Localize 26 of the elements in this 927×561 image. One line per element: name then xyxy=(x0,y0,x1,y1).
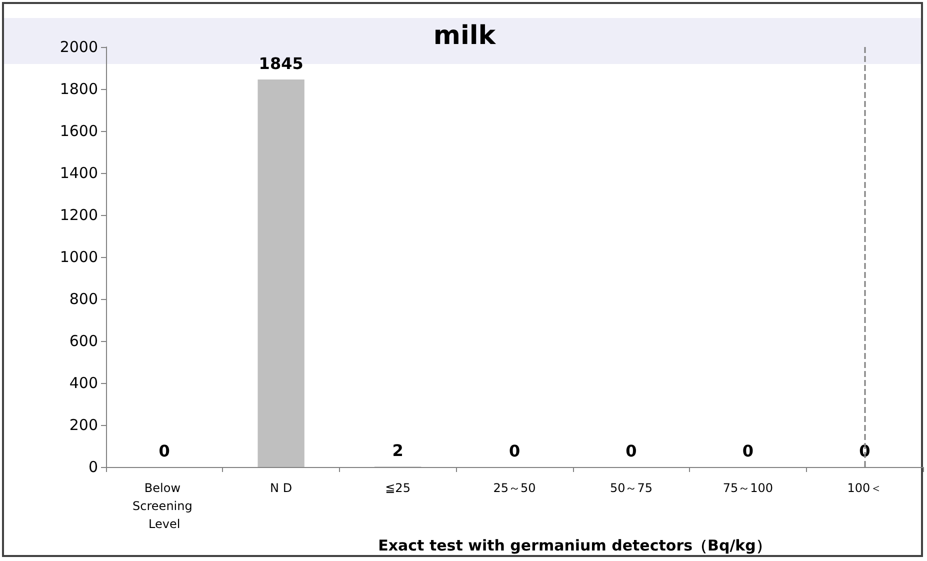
y-tick-label: 200 xyxy=(69,416,98,434)
x-tick-label: 75～100 xyxy=(722,481,774,495)
data-label: 1845 xyxy=(258,54,304,74)
y-tick-label: 1200 xyxy=(60,206,98,224)
y-tick-label: 0 xyxy=(88,458,98,476)
y-tick-label: 1000 xyxy=(60,248,98,266)
x-tick-label: 100＜ xyxy=(847,481,882,495)
x-tick-label: Below Screening Level xyxy=(132,481,196,531)
x-axis-title: Exact test with germanium detectors（Bq/kg） xyxy=(378,536,771,554)
y-tick-label: 1800 xyxy=(60,80,98,98)
data-label: 0 xyxy=(508,442,520,460)
data-label: 0 xyxy=(742,442,754,460)
y-tick-label: 400 xyxy=(69,374,98,392)
x-tick-label: 25～50 xyxy=(493,481,536,495)
x-tick-label: 50～75 xyxy=(610,481,652,495)
x-tick-label: N D xyxy=(270,481,292,495)
y-tick-label: 1400 xyxy=(60,164,98,182)
y-tick-label: 2000 xyxy=(60,38,98,56)
y-tick-label: 800 xyxy=(69,290,98,308)
data-label: 0 xyxy=(158,442,170,460)
data-label: 0 xyxy=(626,442,637,460)
y-tick-label: 1600 xyxy=(60,122,98,140)
y-tick-label: 600 xyxy=(69,332,98,350)
data-label: 2 xyxy=(392,441,404,460)
x-tick-label: ≦25 xyxy=(385,481,410,495)
chart-title: milk xyxy=(433,21,496,51)
